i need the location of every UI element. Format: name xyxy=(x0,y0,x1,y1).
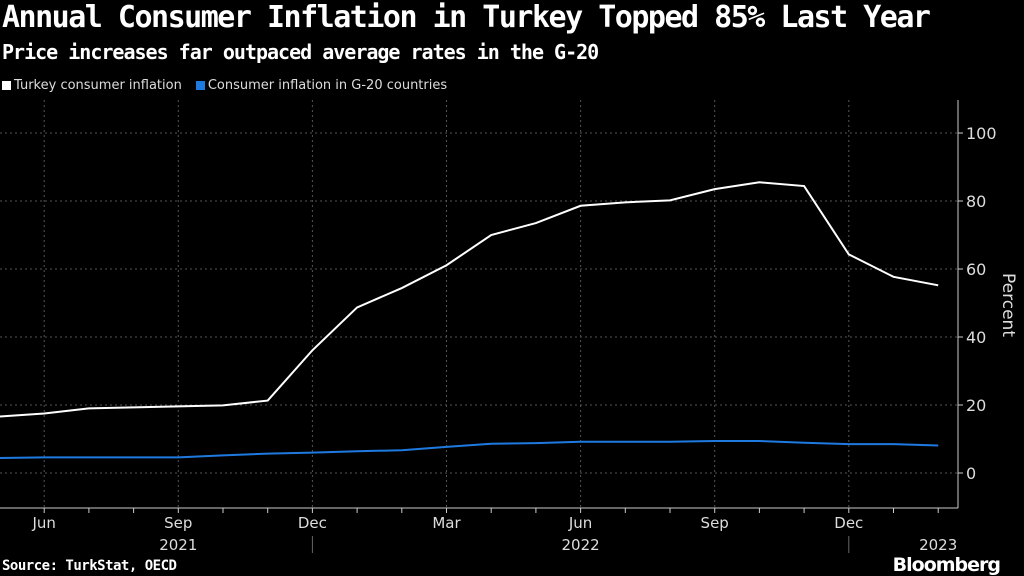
x-tick-label: Sep xyxy=(164,514,192,532)
x-tick-label: Jun xyxy=(31,514,55,532)
x-tick-label: Dec xyxy=(298,514,327,532)
chart-subtitle: Price increases far outpaced average rat… xyxy=(2,40,599,64)
bloomberg-logo: Bloomberg xyxy=(892,554,1001,576)
x-year-label: 2023 xyxy=(919,536,957,554)
x-tick-label: Mar xyxy=(432,514,461,532)
legend-swatch xyxy=(2,81,11,90)
y-axis-label: Percent xyxy=(998,273,1018,337)
legend-label: Turkey consumer inflation xyxy=(14,78,182,93)
x-year-label: 2021 xyxy=(159,536,197,554)
x-tick-label: Dec xyxy=(834,514,863,532)
g20-inflation-line xyxy=(0,440,939,460)
y-tick-label: 40 xyxy=(966,328,986,347)
legend-label: Consumer inflation in G-20 countries xyxy=(207,78,448,93)
x-tick-label: Sep xyxy=(701,514,729,532)
legend: Turkey consumer inflation Consumer infla… xyxy=(2,78,447,93)
legend-swatch xyxy=(195,81,205,90)
y-tick-label: 0 xyxy=(966,464,976,483)
legend-item-g20: Consumer inflation in G-20 countries xyxy=(195,78,448,93)
turkey-inflation-line xyxy=(0,181,939,418)
chart-title: Annual Consumer Inflation in Turkey Topp… xyxy=(2,0,931,35)
y-tick-label: 80 xyxy=(966,192,986,211)
y-tick-label: 100 xyxy=(966,124,997,143)
legend-item-turkey: Turkey consumer inflation xyxy=(2,78,182,93)
x-tick-label: Jun xyxy=(568,514,592,532)
y-tick-label: 60 xyxy=(966,260,986,279)
y-tick-label: 20 xyxy=(966,396,986,415)
x-year-label: 2022 xyxy=(562,536,600,554)
source-note: Source: TurkStat, OECD xyxy=(2,558,177,574)
